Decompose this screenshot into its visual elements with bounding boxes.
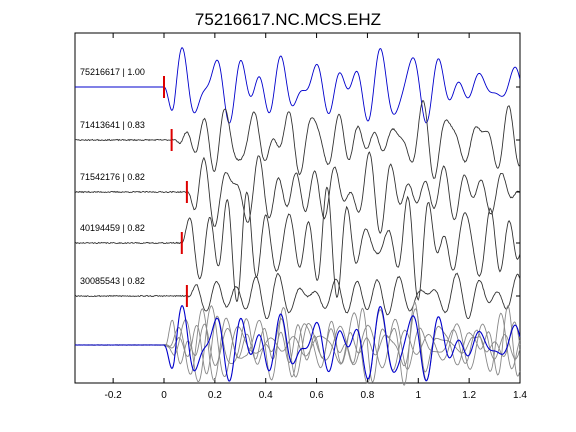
overlay-stack-group (74, 301, 521, 386)
x-tick-label: 0.8 (360, 390, 374, 401)
x-tick-label: 1 (416, 390, 422, 401)
trace-label: 75216617 | 1.00 (80, 67, 145, 77)
x-tick-label: 0.4 (259, 390, 273, 401)
x-tick-label: 0.6 (310, 390, 324, 401)
trace-71413641: 71413641 | 0.83 (74, 99, 521, 179)
trace-line (74, 186, 521, 302)
trace-line (74, 151, 521, 234)
x-tick-label: 1.2 (462, 390, 476, 401)
trace-label: 40194459 | 0.82 (80, 223, 145, 233)
trace-label: 30085543 | 0.82 (80, 276, 145, 286)
x-tick-label: 1.4 (513, 390, 527, 401)
x-tick-label: 0.2 (208, 390, 222, 401)
trace-line (74, 99, 521, 179)
plot-axes-frame (74, 32, 521, 384)
trace-label: 71542176 | 0.82 (80, 172, 145, 182)
trace-40194459: 40194459 | 0.82 (74, 186, 521, 302)
trace-line (74, 272, 521, 320)
trace-group: 75216617 | 1.00 71413641 | 0.83 71542176 |… (74, 47, 521, 320)
x-tick-label: 0 (161, 390, 167, 401)
stack-trace-40194459 (75, 301, 521, 386)
stack-trace-71542176 (74, 306, 521, 381)
stack-master-trace (75, 305, 521, 382)
trace-line (75, 47, 521, 124)
trace-75216617: 75216617 | 1.00 (75, 47, 521, 124)
chart-title: 75216617.NC.MCS.EHZ (195, 10, 381, 29)
x-tick-label: -0.2 (105, 390, 123, 401)
trace-30085543: 30085543 | 0.82 (74, 272, 521, 320)
trace-label: 71413641 | 0.83 (80, 120, 145, 130)
trace-71542176: 71542176 | 0.82 (74, 151, 521, 234)
